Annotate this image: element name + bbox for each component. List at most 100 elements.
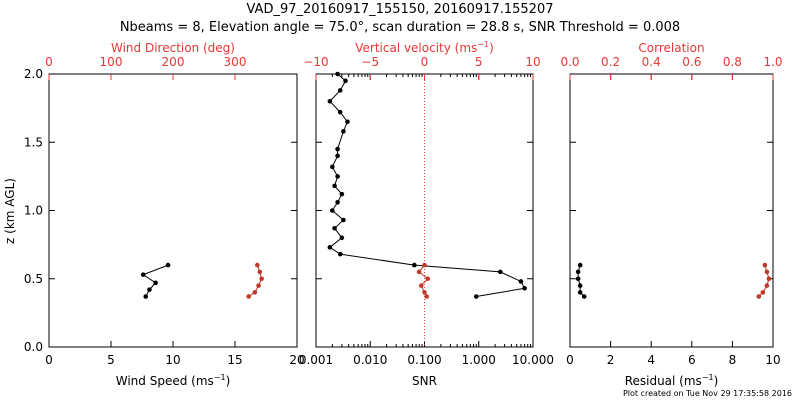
- plot-created-note: Plot created on Tue Nov 29 17:35:58 2016: [622, 389, 792, 398]
- top-axis-label-text: Wind Direction (deg): [111, 41, 235, 55]
- data-point: [345, 119, 350, 125]
- panel-3-frame: [569, 73, 774, 348]
- top-tick-label: 10: [525, 55, 540, 69]
- x-axis-label-text: Residual (ms: [625, 374, 702, 388]
- x-axis-label-close: ): [714, 374, 719, 388]
- data-point: [424, 294, 429, 299]
- series-line: [328, 73, 526, 297]
- data-point: [422, 262, 427, 268]
- top-axis-label-text: Correlation: [638, 41, 704, 55]
- y-tick-label: 0.0: [24, 340, 43, 354]
- data-point: [339, 235, 345, 241]
- top-tick-label: 0: [421, 55, 429, 69]
- x-tick-label: 0.100: [407, 353, 441, 367]
- top-tick-label: 0.2: [601, 55, 620, 69]
- data-point: [577, 262, 583, 268]
- top-tick-label: −5: [361, 55, 379, 69]
- panel-2-frame: [315, 73, 534, 348]
- data-point: [343, 78, 348, 84]
- x-tick-label: 0: [566, 353, 574, 367]
- x-tick-label: 6: [688, 353, 696, 367]
- data-point: [257, 269, 263, 275]
- data-point: [246, 294, 251, 299]
- data-point: [337, 88, 343, 93]
- top-axis-label-text: Vertical velocity (ms: [355, 41, 477, 55]
- data-point: [335, 71, 340, 77]
- top-tick-label: 0.0: [560, 55, 579, 69]
- top-tick-label: 0: [45, 55, 53, 69]
- x-tick-label: 5: [107, 353, 115, 367]
- x-axis-label-superscript: −1: [702, 373, 714, 382]
- data-point: [256, 283, 261, 288]
- x-tick-label: 10: [765, 353, 780, 367]
- top-axis-label-superscript: −1: [477, 40, 489, 49]
- x-axis-label-text: Wind Speed (ms: [116, 374, 214, 388]
- x-tick-label: 15: [227, 353, 242, 367]
- data-point: [165, 262, 171, 268]
- x-axis-label: Wind Speed (ms−1): [116, 373, 231, 388]
- top-tick-label: 5: [475, 55, 483, 69]
- data-point: [147, 287, 152, 292]
- data-point: [335, 153, 340, 159]
- data-point: [762, 262, 768, 268]
- data-point: [473, 294, 479, 299]
- y-tick-label: 1.5: [24, 135, 43, 149]
- y-axis-label: z (km AGL): [3, 178, 17, 244]
- data-point: [335, 146, 340, 152]
- top-axis-label: Correlation: [638, 41, 704, 55]
- data-point: [764, 283, 770, 288]
- data-point: [498, 269, 503, 275]
- data-point: [766, 276, 772, 282]
- data-point: [143, 294, 149, 299]
- top-tick-label: 200: [162, 55, 185, 69]
- data-point: [255, 262, 260, 268]
- x-axis-label-superscript: −1: [214, 373, 226, 382]
- x-tick-label: 20: [289, 353, 304, 367]
- data-point: [425, 276, 431, 282]
- data-point: [760, 290, 766, 295]
- top-tick-label: 0.4: [642, 55, 661, 69]
- y-tick-label: 0.5: [24, 272, 43, 286]
- data-point: [412, 262, 417, 268]
- data-point: [577, 290, 583, 295]
- data-point: [581, 294, 587, 299]
- data-point: [518, 279, 524, 284]
- x-tick-label: 10.000: [512, 353, 554, 367]
- figure-title: VAD_97_20160917_155150, 20160917.155207: [246, 2, 554, 17]
- data-point: [252, 290, 258, 295]
- data-point: [337, 109, 343, 115]
- x-tick-label: 8: [729, 353, 737, 367]
- x-tick-label: 2: [607, 353, 615, 367]
- data-point: [335, 200, 340, 205]
- top-axis-label-close: ): [489, 41, 494, 55]
- data-point: [577, 283, 583, 288]
- panel-1-frame: [48, 73, 298, 348]
- x-axis-label-text: SNR: [412, 374, 437, 388]
- x-axis-label-close: ): [226, 374, 231, 388]
- x-tick-label: 1.000: [462, 353, 496, 367]
- data-point: [341, 129, 346, 134]
- y-tick-label: 2.0: [24, 67, 43, 81]
- x-tick-label: 0.010: [353, 353, 387, 367]
- x-tick-label: 10: [165, 353, 180, 367]
- top-tick-label: −10: [303, 55, 328, 69]
- figure-subtitle: Nbeams = 8, Elevation angle = 75.0°, sca…: [119, 20, 681, 35]
- data-point: [330, 164, 335, 170]
- data-point: [337, 251, 343, 257]
- data-point: [575, 269, 581, 275]
- data-point: [335, 174, 340, 179]
- data-point: [416, 269, 422, 275]
- data-point: [764, 269, 770, 275]
- data-point: [153, 280, 158, 286]
- data-point: [575, 276, 581, 282]
- x-axis-label: Residual (ms−1): [625, 373, 719, 388]
- top-axis-label: Vertical velocity (ms−1): [355, 40, 494, 55]
- data-point: [327, 99, 333, 104]
- data-point: [259, 276, 264, 282]
- data-point: [756, 294, 762, 299]
- top-tick-label: 1.0: [763, 55, 782, 69]
- x-tick-label: 0.001: [299, 353, 333, 367]
- top-tick-label: 100: [100, 55, 123, 69]
